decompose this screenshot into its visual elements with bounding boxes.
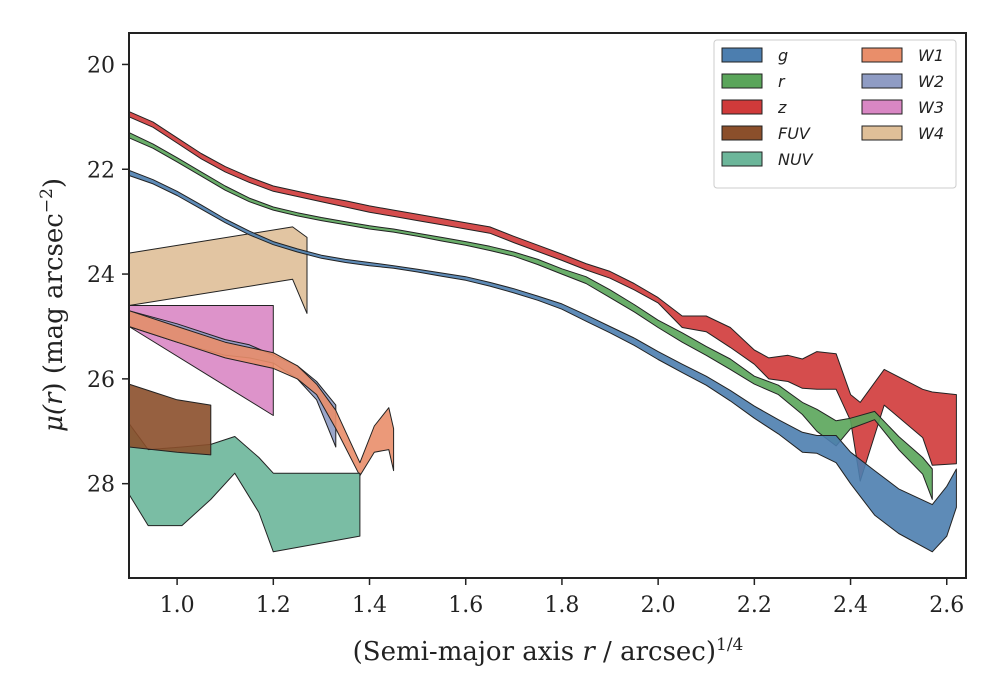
x-axis-label-var: r (582, 637, 596, 667)
legend-swatch-r (721, 73, 763, 89)
y-tick-label: 26 (87, 368, 115, 393)
legend-swatch-g (721, 47, 763, 63)
legend-label-nuv: NUV (778, 150, 814, 169)
x-axis-label-main: (Semi-major axis (353, 637, 583, 667)
y-axis-label-mu: μ( (39, 404, 69, 432)
legend-items: grz FUV NUV W1 W2 W3 W4 (721, 46, 944, 169)
legend-label-r: r (778, 72, 786, 91)
band-w4 (128, 226, 308, 314)
y-tick-label: 28 (87, 473, 115, 498)
y-axis-label-close: ) (39, 178, 69, 188)
legend-label-w2: W2 (918, 72, 944, 91)
x-axis-label: (Semi-major axis r / arcsec)1/4 (353, 635, 744, 667)
y-tick-label: 24 (87, 263, 115, 288)
legend-label-z: z (777, 98, 787, 117)
legend-swatch-nuv (721, 151, 763, 167)
y-axis-label-var: r (39, 391, 69, 405)
y-axis-label-exponent: −2 (37, 188, 57, 213)
band-z (128, 111, 957, 482)
legend-swatch-w1 (861, 47, 903, 63)
legend-label-w3: W3 (918, 98, 944, 117)
legend-label-w4: W4 (918, 124, 944, 143)
legend-swatch-z (721, 99, 763, 115)
x-axis-label-tail: / arcsec) (595, 637, 716, 667)
legend: grz FUV NUV W1 W2 W3 W4 (713, 39, 957, 189)
legend-swatch-w3 (861, 99, 903, 115)
y-axis-label-mid: ) (mag arcsec (39, 213, 69, 392)
x-tick-label: 2.2 (737, 593, 772, 618)
band-fuv (128, 383, 212, 456)
legend-swatch-w2 (861, 73, 903, 89)
band-r (128, 132, 933, 500)
band-g (128, 169, 957, 553)
x-tick-label: 2.0 (641, 593, 676, 618)
y-tick-label: 20 (87, 53, 115, 78)
legend-label-g: g (778, 46, 788, 65)
profile-bands (128, 111, 957, 553)
y-tick-label: 22 (87, 158, 115, 183)
legend-swatch-fuv (721, 125, 763, 141)
x-tick-label: 1.6 (448, 593, 483, 618)
legend-label-w1: W1 (918, 46, 944, 65)
x-tick-label: 2.4 (833, 593, 868, 618)
y-axis-label: μ(r) (mag arcsec−2) (37, 178, 69, 432)
x-tick-label: 2.6 (929, 593, 964, 618)
legend-label-fuv: FUV (778, 124, 811, 143)
x-tick-label: 1.2 (256, 593, 291, 618)
x-tick-label: 1.0 (160, 593, 195, 618)
y-axis-ticks: 20 22 24 26 28 (87, 53, 129, 498)
x-tick-label: 1.4 (352, 593, 387, 618)
band-w1 (128, 310, 395, 477)
x-tick-label: 1.8 (544, 593, 579, 618)
legend-swatch-w4 (861, 125, 903, 141)
x-axis-ticks: 1.0 1.2 1.4 1.6 1.8 2.0 2.2 2.4 2.6 (160, 578, 964, 618)
x-axis-label-exponent: 1/4 (716, 635, 743, 655)
plot-frame (128, 32, 967, 579)
